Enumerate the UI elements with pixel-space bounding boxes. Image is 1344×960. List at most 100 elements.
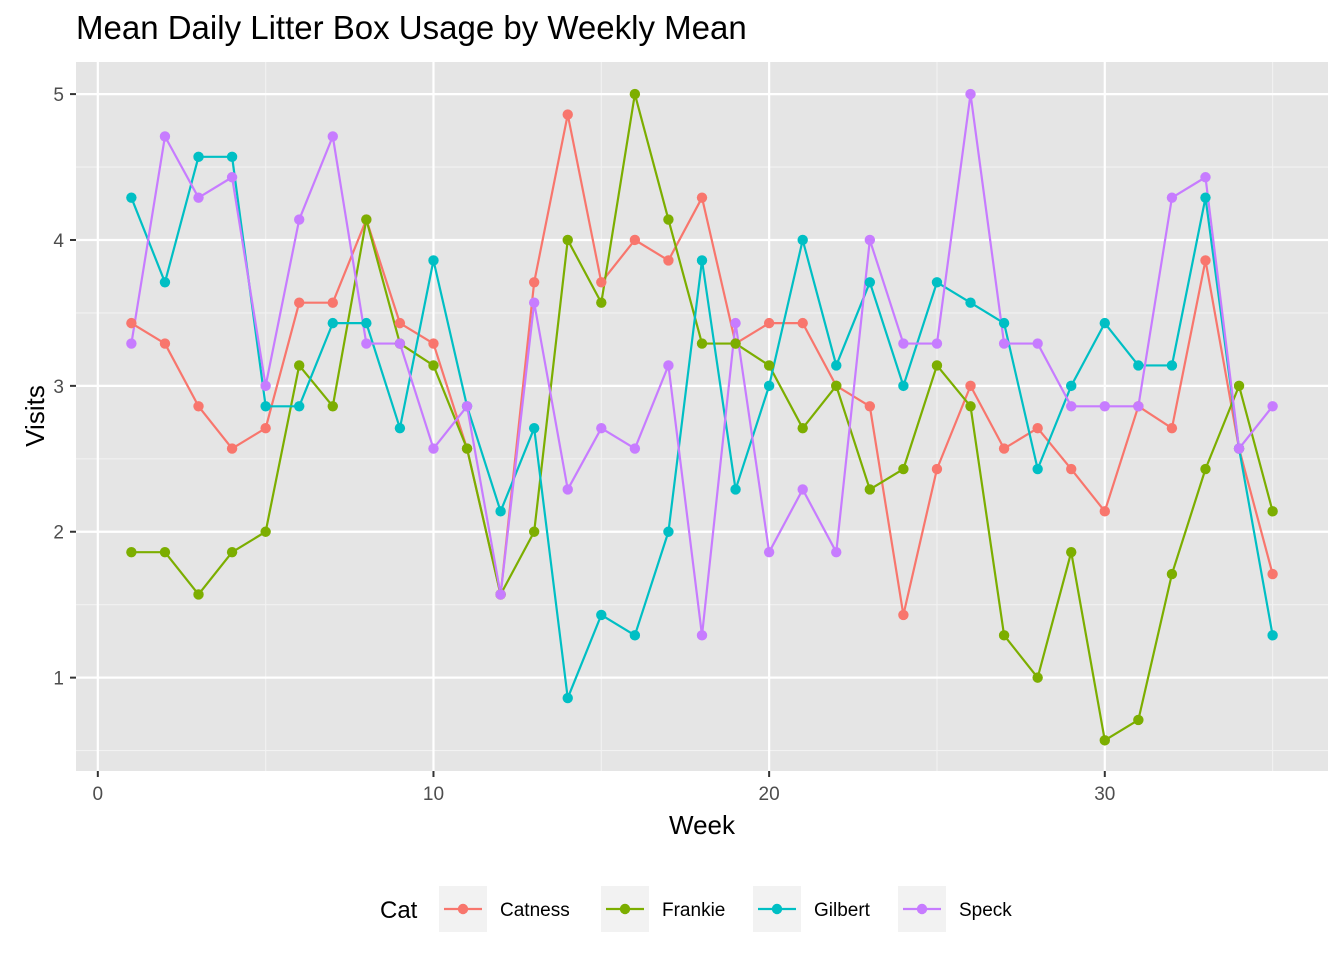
y-tick-label: 4 — [53, 231, 64, 252]
data-point-catness — [562, 109, 573, 120]
data-point-speck — [1133, 401, 1144, 412]
data-point-catness — [159, 338, 171, 349]
data-point-speck — [528, 297, 540, 308]
data-point-gilbert — [1099, 317, 1110, 329]
data-point-speck — [998, 338, 1010, 349]
x-tick-label: 20 — [759, 784, 780, 805]
legend-label-frankie: Frankie — [662, 900, 725, 921]
data-point-speck — [797, 484, 808, 495]
data-point-catness — [327, 297, 338, 308]
data-point-catness — [1032, 422, 1043, 434]
data-point-speck — [730, 317, 741, 329]
data-point-gilbert — [864, 277, 876, 288]
legend-key-point-catness — [457, 903, 469, 915]
grid-major — [76, 62, 1328, 771]
data-point-gilbert — [327, 317, 338, 329]
data-point-speck — [260, 380, 271, 392]
data-point-speck — [193, 192, 204, 203]
data-point-speck — [931, 338, 943, 349]
data-point-catness — [696, 192, 708, 203]
data-point-speck — [696, 630, 708, 641]
data-point-speck — [831, 546, 842, 558]
data-point-gilbert — [931, 277, 943, 288]
data-point-gilbert — [629, 630, 641, 641]
data-point-speck — [663, 360, 674, 371]
data-point-speck — [461, 401, 473, 412]
data-point-gilbert — [1166, 360, 1178, 371]
data-point-speck — [294, 214, 305, 225]
data-point-frankie — [831, 380, 842, 392]
data-point-frankie — [965, 401, 976, 412]
data-point-speck — [562, 484, 573, 495]
data-point-gilbert — [898, 380, 909, 392]
data-point-frankie — [1066, 546, 1077, 558]
data-point-catness — [1200, 255, 1211, 266]
data-point-frankie — [596, 297, 607, 308]
data-point-frankie — [763, 360, 775, 371]
legend-label-speck: Speck — [959, 900, 1012, 921]
data-point-frankie — [1099, 735, 1110, 746]
data-point-frankie — [1233, 380, 1245, 392]
data-point-speck — [1166, 192, 1178, 203]
data-point-speck — [126, 338, 137, 349]
data-point-speck — [965, 88, 976, 100]
data-point-catness — [428, 338, 439, 349]
data-point-frankie — [159, 546, 171, 558]
data-point-speck — [629, 443, 641, 454]
y-tick-label: 5 — [53, 85, 64, 106]
legend-key-point-speck — [916, 903, 928, 915]
data-point-catness — [260, 422, 271, 434]
data-point-frankie — [193, 589, 204, 600]
data-point-speck — [898, 338, 909, 349]
data-point-speck — [1267, 401, 1278, 412]
data-point-gilbert — [763, 380, 775, 392]
y-tick-label: 2 — [53, 523, 64, 544]
data-point-catness — [596, 277, 607, 288]
data-point-gilbert — [1200, 192, 1211, 203]
data-point-speck — [226, 172, 238, 183]
data-point-catness — [394, 317, 406, 329]
data-point-catness — [629, 234, 641, 246]
data-point-speck — [361, 338, 372, 349]
data-point-speck — [1066, 401, 1077, 412]
data-point-frankie — [797, 422, 808, 434]
data-point-speck — [159, 131, 171, 142]
data-point-frankie — [126, 546, 137, 558]
data-point-frankie — [1200, 463, 1211, 475]
data-point-gilbert — [126, 192, 137, 203]
y-tick-label: 1 — [53, 669, 64, 690]
data-point-frankie — [428, 360, 439, 371]
data-point-frankie — [998, 630, 1010, 641]
data-point-speck — [495, 589, 506, 600]
x-tick-label: 10 — [423, 784, 444, 805]
data-point-gilbert — [596, 609, 607, 621]
x-tick-label: 0 — [93, 784, 104, 805]
data-point-frankie — [1032, 672, 1043, 683]
data-point-gilbert — [159, 277, 171, 288]
data-point-gilbert — [260, 401, 271, 412]
x-tick-label: 30 — [1094, 784, 1115, 805]
data-point-frankie — [730, 338, 741, 349]
data-point-frankie — [294, 360, 305, 371]
data-point-frankie — [461, 443, 473, 454]
data-point-frankie — [327, 401, 338, 412]
legend: Cat Catness Frankie Gilbert Speck — [380, 886, 1012, 932]
data-point-speck — [596, 422, 607, 434]
data-point-catness — [126, 317, 137, 329]
data-point-speck — [1032, 338, 1043, 349]
data-point-gilbert — [1267, 630, 1278, 641]
data-point-gilbert — [663, 526, 674, 537]
data-point-catness — [965, 380, 976, 392]
data-point-frankie — [931, 360, 943, 371]
data-point-catness — [898, 609, 909, 621]
data-point-frankie — [696, 338, 708, 349]
plot-panel — [76, 62, 1328, 771]
legend-label-catness: Catness — [500, 900, 570, 921]
data-point-catness — [998, 443, 1010, 454]
data-point-catness — [294, 297, 305, 308]
grid-minor — [76, 62, 1328, 771]
data-point-frankie — [864, 484, 876, 495]
data-point-gilbert — [965, 297, 976, 308]
data-point-gilbert — [1066, 380, 1077, 392]
